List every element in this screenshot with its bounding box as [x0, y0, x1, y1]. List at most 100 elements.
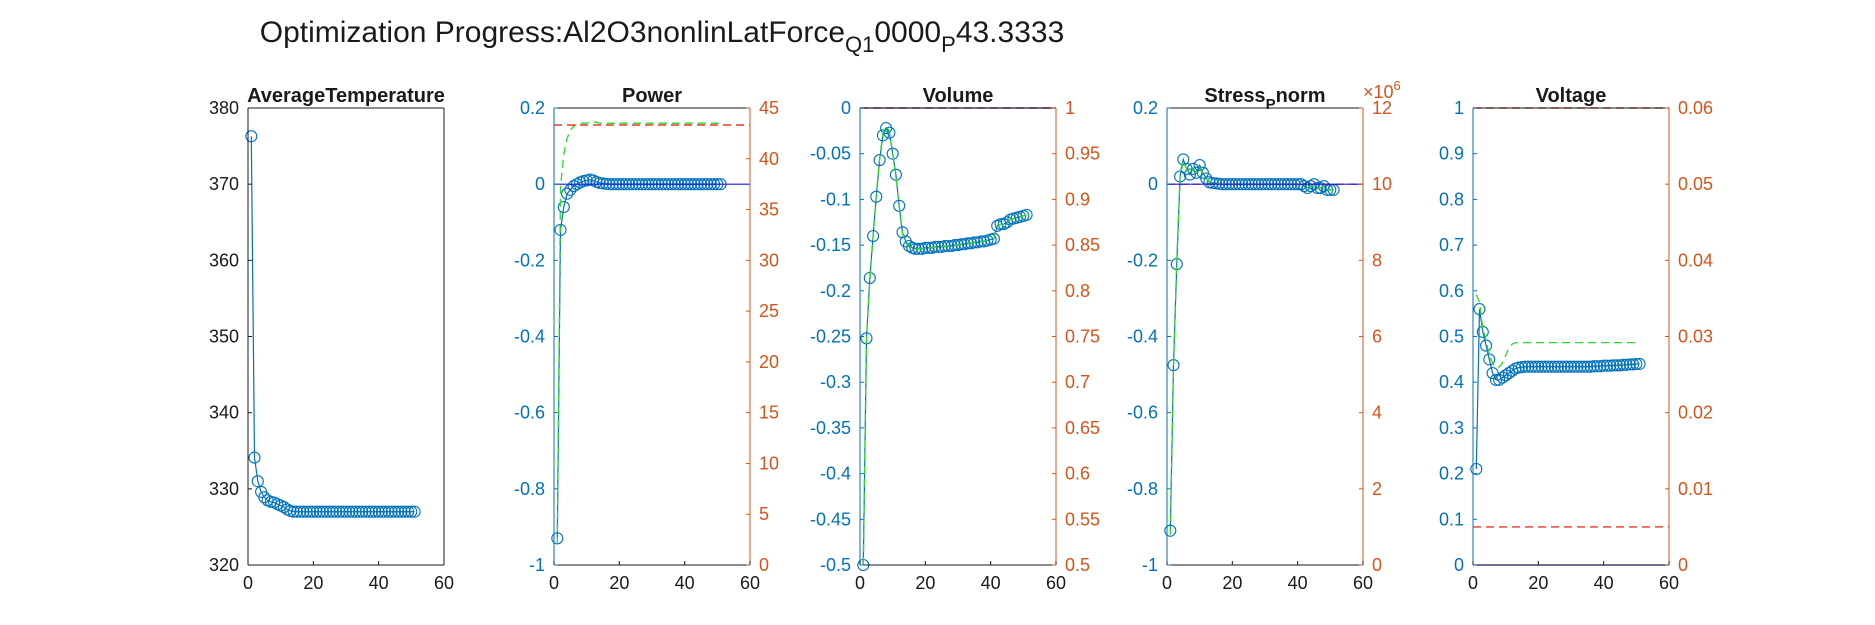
data-point: [1607, 359, 1620, 372]
data-point: [349, 505, 362, 518]
data-point: [382, 505, 395, 518]
data-point: [1311, 181, 1324, 195]
data-point: [1496, 371, 1509, 384]
data-point: [307, 505, 320, 518]
y2-tick-label: 0.04: [1678, 250, 1713, 270]
x-tick-label: 0: [1468, 573, 1478, 593]
data-point: [1581, 360, 1594, 373]
data-point: [369, 505, 382, 518]
data-point: [290, 505, 304, 518]
data-point: [912, 242, 925, 255]
data-point: [1164, 524, 1177, 537]
y-tick-label: -0.5: [820, 555, 851, 575]
data-point: [366, 505, 379, 518]
y-tick-label: 1: [1454, 98, 1464, 118]
y-tick-label: 0.7: [1439, 235, 1464, 255]
y-tick-label: -0.2: [1127, 250, 1158, 270]
data-point: [867, 229, 880, 243]
data-point: [1535, 360, 1548, 373]
y2-tick-label: 4: [1372, 403, 1382, 423]
data-point: [968, 236, 981, 249]
data-point: [567, 180, 580, 193]
data-point: [1604, 359, 1617, 372]
data-point: [248, 451, 261, 464]
y2-tick-label: 20: [759, 352, 779, 372]
y2-tick-label: 6: [1372, 327, 1382, 347]
y2-tick-label: 15: [759, 403, 779, 423]
data-point: [1597, 359, 1610, 372]
data-point: [1633, 357, 1646, 370]
data-point: [402, 505, 415, 518]
data-point: [1623, 358, 1636, 371]
series-line-dashed-green: [556, 121, 721, 545]
y-tick-label: 0.2: [520, 98, 545, 118]
y-tick-label: -0.45: [810, 509, 851, 529]
y-tick-label: 0: [841, 98, 851, 118]
y2-tick-label: 0.06: [1678, 98, 1713, 118]
data-point: [554, 223, 567, 236]
data-point: [1578, 360, 1591, 373]
data-point: [294, 505, 307, 518]
data-point: [1525, 360, 1538, 373]
data-point: [277, 501, 290, 514]
data-point: [398, 505, 411, 518]
data-point: [886, 147, 899, 160]
y-tick-label: 0.2: [1439, 464, 1464, 484]
data-point: [245, 130, 258, 143]
data-point: [938, 239, 951, 253]
y2-tick-label: 0.5: [1065, 555, 1090, 575]
figure-title: Optimization Progress:Al2O3nonlinLatForc…: [260, 16, 1065, 57]
y-tick-label: -0.4: [1127, 327, 1158, 347]
y-tick-label: 0.6: [1439, 281, 1464, 301]
y-tick-label: -0.6: [514, 403, 545, 423]
y-tick-label: 0.3: [1439, 418, 1464, 438]
data-point: [359, 505, 372, 518]
y2-tick-label: 35: [759, 200, 779, 220]
data-point: [408, 505, 421, 518]
y-tick-label: -0.8: [514, 479, 545, 499]
y2-exponent-power: 6: [1394, 78, 1401, 93]
y-tick-label: 370: [209, 174, 239, 194]
y-tick-label: 0: [535, 174, 545, 194]
data-point: [561, 187, 574, 200]
y-tick-label: -0.4: [820, 464, 851, 484]
data-point: [362, 505, 375, 518]
y2-tick-label: 0.7: [1065, 372, 1090, 392]
data-point: [1538, 360, 1551, 373]
y2-tick-label: 1: [1065, 98, 1075, 118]
series-line-solid: [556, 178, 721, 539]
data-point: [320, 505, 333, 518]
y2-tick-label: 0.75: [1065, 327, 1100, 347]
series-line-solid: [250, 136, 415, 513]
x-tick-label: 20: [1222, 573, 1242, 593]
y2-tick-label: 0.95: [1065, 144, 1100, 164]
data-point: [863, 271, 876, 285]
data-point: [313, 505, 326, 518]
data-point: [343, 505, 356, 518]
data-point: [1483, 353, 1496, 366]
x-tick-label: 60: [1046, 573, 1066, 593]
x-tick-label: 0: [549, 573, 559, 593]
y2-tick-label: 0.01: [1678, 479, 1713, 499]
data-point: [896, 226, 909, 239]
y-tick-label: 320: [209, 555, 239, 575]
series-line-dashed-green: [1475, 294, 1640, 368]
y-tick-label: 0.9: [1439, 144, 1464, 164]
y-tick-label: 380: [209, 98, 239, 118]
axes-title-part: norm: [1276, 85, 1326, 107]
data-point: [1183, 168, 1196, 181]
series-line-dashed-green: [1169, 159, 1334, 535]
data-point: [1545, 360, 1558, 373]
y2-tick-label: 8: [1372, 250, 1382, 270]
y2-tick-label: 0.85: [1065, 235, 1100, 255]
data-point: [1600, 359, 1613, 372]
data-point: [375, 505, 388, 518]
series-line-dashed-green: [862, 124, 1027, 566]
y-tick-label: 0: [1454, 555, 1464, 575]
y-tick-label: -0.3: [820, 372, 851, 392]
x-tick-label: 0: [1162, 573, 1172, 593]
y2-tick-label: 5: [759, 504, 769, 524]
x-tick-label: 20: [915, 573, 935, 593]
data-point: [1301, 181, 1314, 195]
